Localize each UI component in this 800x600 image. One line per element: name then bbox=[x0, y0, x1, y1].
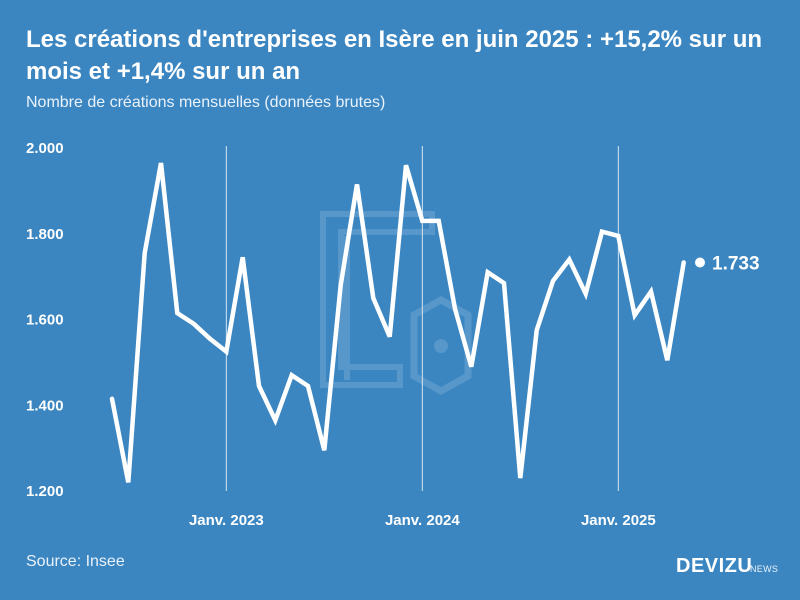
devizu-logo-watermark-icon bbox=[320, 211, 472, 396]
last-point-label: 1.733 bbox=[712, 253, 760, 274]
y-tick-label: 1.400 bbox=[26, 397, 64, 414]
chart-subtitle: Nombre de créations mensuelles (données … bbox=[26, 94, 386, 111]
chart-title: Les créations d'entreprises en Isère en … bbox=[26, 26, 763, 85]
x-tick-label: Janv. 2023 bbox=[189, 512, 264, 529]
x-tick-label: Janv. 2024 bbox=[385, 512, 460, 529]
source-note: Source: Insee bbox=[26, 553, 125, 570]
series-line bbox=[109, 162, 686, 483]
y-tick-label: 1.200 bbox=[26, 483, 64, 500]
last-point-marker bbox=[695, 257, 705, 268]
x-tick-label: Janv. 2025 bbox=[581, 512, 656, 529]
y-tick-label: 2.000 bbox=[26, 140, 64, 157]
brand-logo: DEVIZU bbox=[676, 555, 753, 577]
y-tick-label: 1.800 bbox=[26, 226, 64, 243]
brand-logo-sub: NEWS bbox=[750, 564, 779, 574]
y-tick-label: 1.600 bbox=[26, 312, 64, 329]
